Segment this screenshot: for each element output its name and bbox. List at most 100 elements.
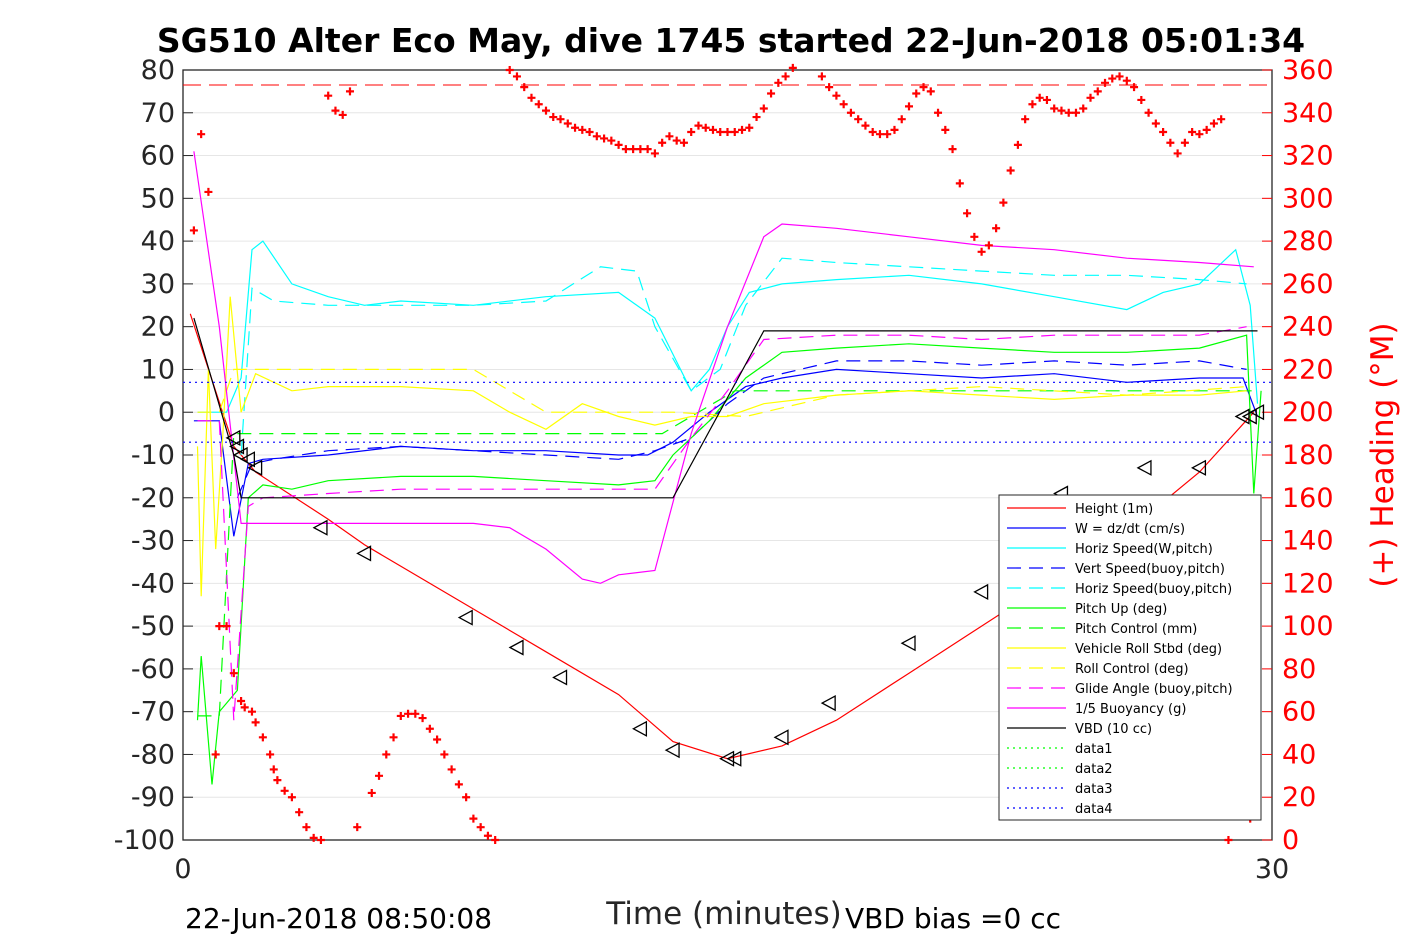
triangle-marker [1249, 404, 1265, 421]
heading-point [1195, 130, 1204, 139]
left-y-axis: 80 70 60 50 40 30 20 10 0 -10 -20 -30 -40 -50 -60 -70 -8… [114, 55, 193, 856]
series-line-2 [197, 240, 1259, 413]
heading-point [563, 119, 572, 128]
heading-point [389, 733, 398, 742]
y-tick-label: 50 [141, 183, 175, 214]
heading-point [679, 138, 688, 147]
y-tick-label: -70 [131, 697, 175, 728]
heading-point [1028, 100, 1037, 109]
heading-point [919, 83, 928, 92]
heading-point [549, 113, 558, 122]
right-y-axis: 3603403203002802602402202001801601401201… [1262, 55, 1334, 856]
y-tick-label: 0 [158, 397, 175, 428]
y-tick-label: -100 [114, 825, 175, 856]
right-tick-label: 260 [1282, 269, 1334, 300]
heading-point [483, 831, 492, 840]
heading-point [701, 123, 710, 132]
heading-point [977, 247, 986, 256]
series-line-5 [196, 334, 1262, 785]
triangle-marker [973, 583, 989, 600]
heading-point [1093, 87, 1102, 96]
triangle-marker [229, 438, 245, 455]
heading-point [708, 125, 717, 134]
legend-label: data2 [1075, 762, 1113, 777]
heading-point [454, 780, 463, 789]
heading-point [1159, 128, 1168, 137]
y-tick-label: -40 [131, 568, 175, 599]
heading-point [934, 108, 943, 117]
heading-point [781, 72, 790, 81]
series-line-4 [240, 257, 1247, 456]
heading-point [338, 110, 347, 119]
y-tick-label: -50 [131, 611, 175, 642]
legend-box [998, 494, 1262, 821]
heading-point [745, 123, 754, 132]
heading-point [237, 696, 246, 705]
heading-point [578, 125, 587, 134]
right-tick-label: 80 [1282, 654, 1316, 685]
y-tick-label: 10 [141, 354, 175, 385]
heading-point [571, 123, 580, 132]
heading-point [788, 63, 797, 72]
heading-point [607, 136, 616, 145]
right-axis-label: (+) Heading (°M) [1365, 322, 1401, 587]
heading-point [287, 793, 296, 802]
heading-point [875, 130, 884, 139]
heading-point [1224, 836, 1233, 844]
heading-point [222, 622, 231, 631]
heading-point [1108, 74, 1117, 83]
triangle-marker [726, 750, 742, 767]
heading-point [345, 87, 354, 96]
heading-point [269, 765, 278, 774]
heading-point [469, 814, 478, 823]
footer-vbd-bias: VBD bias =0 cc [845, 902, 1061, 935]
heading-point [324, 91, 333, 100]
heading-point [912, 89, 921, 98]
triangle-marker [457, 609, 473, 626]
heading-point [730, 128, 739, 137]
legend-label: 1/5 Buoyancy (g) [1075, 702, 1186, 717]
heading-point [1064, 108, 1073, 117]
y-tick-label: -60 [131, 654, 175, 685]
heading-point [1115, 72, 1124, 81]
heading-point [687, 128, 696, 137]
triangle-marker [1241, 408, 1257, 425]
heading-point [266, 750, 275, 759]
triangle-marker [356, 545, 372, 562]
heading-point [1021, 115, 1030, 124]
y-tick-label: 70 [141, 98, 175, 129]
heading-point [447, 765, 456, 774]
heading-point [404, 709, 413, 718]
heading-point [353, 823, 362, 832]
legend-label: data1 [1075, 742, 1113, 757]
right-tick-label: 100 [1282, 611, 1334, 642]
heading-point [258, 733, 267, 742]
heading-point [204, 187, 213, 196]
heading-point [738, 125, 747, 134]
heading-point [433, 735, 442, 744]
legend-label: data4 [1075, 802, 1113, 817]
y-tick-label: 30 [141, 269, 175, 300]
heading-point [251, 718, 260, 727]
triangle-marker [632, 720, 648, 737]
heading-point [302, 823, 311, 832]
right-tick-label: 300 [1282, 183, 1334, 214]
heading-point [774, 78, 783, 87]
right-tick-label: 60 [1282, 697, 1316, 728]
heading-point [309, 833, 318, 842]
legend-label: Height (1m) [1075, 502, 1153, 517]
triangle-marker [232, 446, 248, 464]
legend-label: Vehicle Roll Stbd (deg) [1075, 642, 1222, 657]
right-tick-label: 240 [1282, 312, 1334, 343]
series-line-9 [197, 326, 1247, 721]
heading-point [211, 750, 220, 759]
series-line-11 [193, 317, 1258, 499]
heading-point [1122, 76, 1131, 85]
heading-point [1035, 93, 1044, 102]
heading-point [316, 836, 325, 844]
heading-point [520, 83, 529, 92]
chart-title: SG510 Alter Eco May, dive 1745 started 2… [157, 21, 1305, 60]
y-tick-label: 20 [141, 312, 175, 343]
heading-point [1013, 140, 1022, 149]
